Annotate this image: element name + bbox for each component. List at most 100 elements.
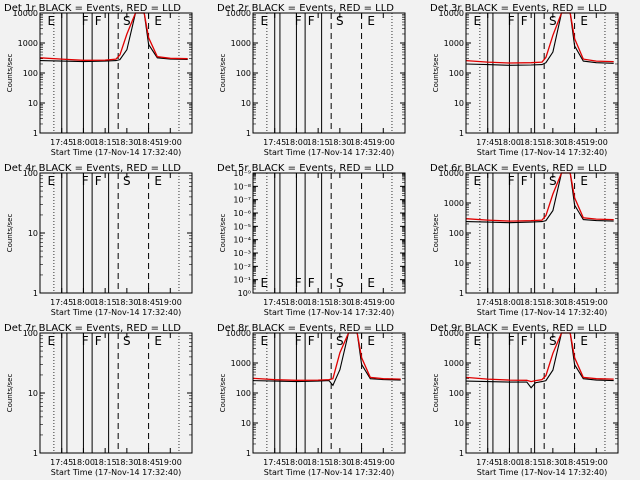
event-marker-3: F <box>308 276 315 290</box>
x-tick-label: 19:00 <box>159 138 182 147</box>
event-marker-3: F <box>521 174 528 188</box>
x-tick-label: 18:30 <box>115 298 138 307</box>
series-line-events <box>465 12 614 66</box>
event-marker-3: F <box>521 14 528 28</box>
event-marker-1: E <box>473 174 481 188</box>
plot-frame <box>39 332 193 454</box>
event-marker-5: E <box>154 14 162 28</box>
event-marker-5: E <box>367 334 375 348</box>
y-tick-label: 100 <box>23 329 38 338</box>
x-tick-label: 18:15 <box>520 138 543 147</box>
y-tick-label: 10000 <box>439 329 464 338</box>
x-tick-label: 17:45 <box>50 138 73 147</box>
plot-frame <box>465 332 619 454</box>
event-marker-5: E <box>580 174 588 188</box>
x-tick-label: 17:45 <box>263 138 286 147</box>
x-tick-label: 18:45 <box>350 138 373 147</box>
y-tick-label: 10⁻² <box>233 262 251 271</box>
x-tick-label: 18:45 <box>137 138 160 147</box>
y-tick-label: 10 <box>28 389 38 398</box>
x-axis-label: Start Time (17-Nov-14 17:32:40) <box>51 468 181 477</box>
y-tick-label: 1000 <box>231 359 251 368</box>
y-tick-label: 10000 <box>439 169 464 178</box>
y-tick-label: 1000 <box>444 39 464 48</box>
plot-frame <box>465 172 619 294</box>
series-line-events <box>465 332 614 389</box>
event-marker-4: S <box>123 334 131 348</box>
y-axis-label: Counts/sec <box>6 214 14 253</box>
x-tick-label: 19:00 <box>159 458 182 467</box>
x-tick-label: 18:15 <box>307 298 330 307</box>
x-tick-label: 18:30 <box>115 458 138 467</box>
x-axis-label: Start Time (17-Nov-14 17:32:40) <box>51 148 181 157</box>
event-marker-1: E <box>260 14 268 28</box>
event-marker-5: E <box>580 14 588 28</box>
x-tick-label: 18:45 <box>563 298 586 307</box>
y-tick-label: 10000 <box>439 9 464 18</box>
x-tick-label: 18:15 <box>307 458 330 467</box>
plot-frame <box>252 12 406 134</box>
series-line-lld <box>39 12 188 61</box>
x-tick-label: 18:00 <box>498 138 521 147</box>
x-tick-label: 19:00 <box>585 298 608 307</box>
event-marker-2: F <box>82 14 89 28</box>
y-tick-label: 10⁻⁶ <box>233 209 251 218</box>
y-tick-label: 1 <box>459 129 464 138</box>
y-tick-label: 10 <box>28 99 38 108</box>
event-marker-5: E <box>367 276 375 290</box>
x-tick-label: 18:30 <box>328 458 351 467</box>
event-marker-3: F <box>95 14 102 28</box>
x-tick-label: 17:45 <box>263 458 286 467</box>
event-marker-2: F <box>295 276 302 290</box>
x-tick-label: 19:00 <box>372 298 395 307</box>
event-marker-3: F <box>308 334 315 348</box>
x-tick-label: 18:45 <box>350 458 373 467</box>
y-tick-label: 10 <box>28 229 38 238</box>
y-tick-label: 10000 <box>226 9 251 18</box>
y-tick-label: 10⁻³ <box>233 249 251 258</box>
event-marker-1: E <box>260 276 268 290</box>
x-tick-label: 18:30 <box>328 138 351 147</box>
event-marker-2: F <box>82 334 89 348</box>
event-marker-1: E <box>260 334 268 348</box>
event-marker-2: F <box>508 334 515 348</box>
chart-panel-7: Det 7r BLACK = Events, RED = LLD Counts/s… <box>4 323 193 477</box>
y-axis-label: Counts/sec <box>219 374 227 413</box>
event-marker-1: E <box>47 334 55 348</box>
y-tick-label: 1000 <box>444 359 464 368</box>
event-marker-5: E <box>367 14 375 28</box>
y-tick-label: 100 <box>23 169 38 178</box>
x-tick-label: 18:30 <box>541 138 564 147</box>
event-marker-1: E <box>473 334 481 348</box>
event-marker-4: S <box>336 334 344 348</box>
y-tick-label: 10⁻⁸ <box>233 182 251 191</box>
panel-title: Det 2r BLACK = Events, RED = LLD <box>217 3 394 14</box>
y-tick-label: 10⁻¹ <box>233 276 251 285</box>
y-tick-label: 10 <box>454 99 464 108</box>
y-axis-label: Counts/sec <box>432 374 440 413</box>
y-tick-label: 1 <box>246 449 251 458</box>
x-tick-label: 18:45 <box>137 458 160 467</box>
panel-title: Det 6r BLACK = Events, RED = LLD <box>430 163 607 174</box>
y-tick-label: 1 <box>246 129 251 138</box>
y-tick-label: 10 <box>454 259 464 268</box>
event-marker-1: E <box>47 174 55 188</box>
chart-panel-2: Det 2r BLACK = Events, RED = LLD Counts/s… <box>217 3 406 157</box>
x-tick-label: 18:45 <box>563 458 586 467</box>
event-marker-4: S <box>549 174 557 188</box>
x-tick-label: 18:15 <box>94 138 117 147</box>
y-tick-label: 10⁻⁷ <box>233 196 251 205</box>
x-tick-label: 18:00 <box>72 458 95 467</box>
series-line-events <box>39 12 188 63</box>
panel-title: Det 9r BLACK = Events, RED = LLD <box>430 323 607 334</box>
y-tick-label: 1 <box>33 449 38 458</box>
x-axis-label: Start Time (17-Nov-14 17:32:40) <box>264 148 394 157</box>
x-tick-label: 17:45 <box>476 458 499 467</box>
event-marker-4: S <box>549 334 557 348</box>
event-marker-3: F <box>521 334 528 348</box>
event-marker-2: F <box>295 334 302 348</box>
x-axis-label: Start Time (17-Nov-14 17:32:40) <box>264 468 394 477</box>
event-marker-4: S <box>123 14 131 28</box>
panel-title: Det 5r BLACK = Events, RED = LLD <box>217 163 394 174</box>
